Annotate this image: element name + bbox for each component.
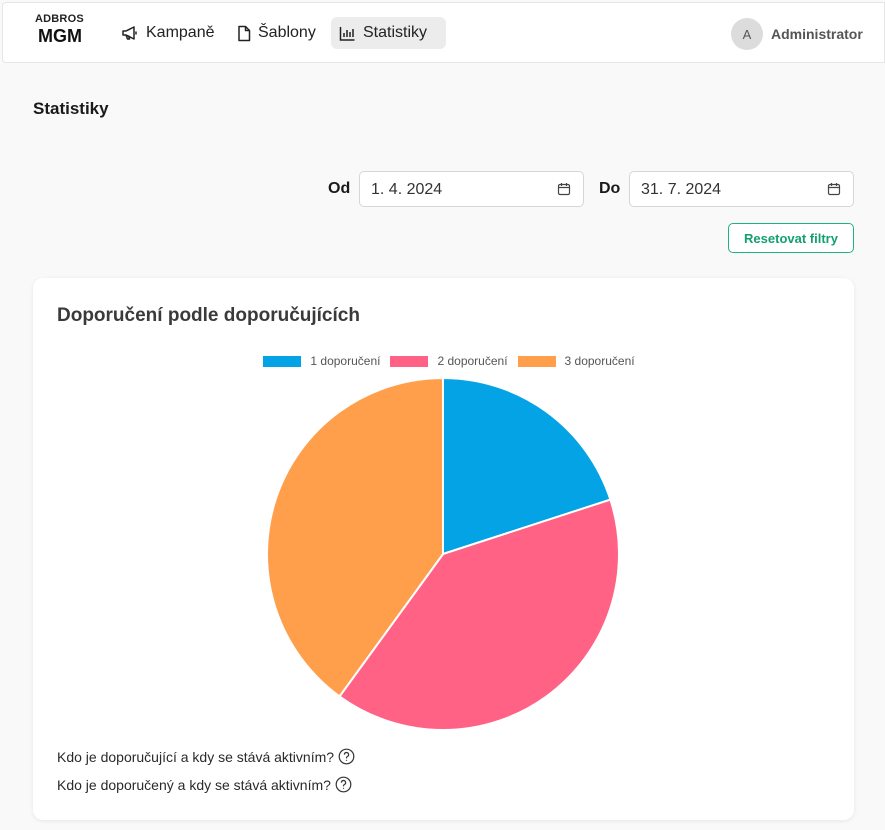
nav-item-sablony[interactable]: Šablony — [229, 17, 324, 49]
calendar-icon[interactable] — [827, 182, 841, 196]
legend-item[interactable]: 3 doporučení — [517, 354, 635, 368]
help-text: Kdo je doporučující a kdy se stává aktiv… — [57, 748, 335, 765]
legend-label: 2 doporučení — [437, 354, 508, 368]
question-circle-icon[interactable] — [338, 748, 355, 765]
to-date-label: Do — [599, 180, 621, 197]
to-date-field[interactable] — [629, 171, 854, 207]
nav-label: Statistiky — [363, 24, 428, 41]
brand-logo[interactable]: ADBROS MGM — [35, 13, 95, 47]
card-title: Doporučení podle doporučujících — [57, 305, 360, 326]
document-icon — [238, 25, 251, 41]
legend-label: 1 doporučení — [310, 354, 381, 368]
reset-filters-button[interactable]: Resetovat filtry — [728, 223, 854, 253]
legend-swatch — [263, 355, 302, 367]
chart-legend: 1 doporučení 2 doporučení 3 doporučení — [33, 354, 854, 368]
to-date-input[interactable] — [641, 180, 811, 200]
help-referred[interactable]: Kdo je doporučený a kdy se stává aktivní… — [57, 776, 352, 793]
nav-label: Kampaně — [146, 24, 215, 41]
pie-slice-1[interactable] — [442, 376, 612, 556]
pie-slice-3[interactable] — [266, 376, 444, 698]
legend-item[interactable]: 1 doporučení — [263, 354, 380, 368]
avatar[interactable]: A — [731, 18, 763, 50]
legend-item[interactable]: 2 doporučení — [390, 354, 508, 368]
legend-swatch — [517, 355, 556, 367]
from-date-field[interactable] — [359, 171, 584, 207]
help-referrer[interactable]: Kdo je doporučující a kdy se stává aktiv… — [57, 748, 355, 765]
legend-label: 3 doporučení — [564, 354, 635, 368]
pie-slice-2[interactable] — [338, 498, 620, 731]
nav-label: Šablony — [258, 24, 316, 41]
question-circle-icon[interactable] — [335, 776, 352, 793]
from-date-input[interactable] — [371, 180, 541, 200]
referrals-chart-card: Doporučení podle doporučujících 1 doporu… — [33, 278, 854, 820]
legend-swatch — [390, 355, 429, 367]
nav-item-kampane[interactable]: Kampaně — [113, 17, 223, 49]
help-text: Kdo je doporučený a kdy se stává aktivní… — [57, 776, 331, 793]
calendar-icon[interactable] — [557, 182, 571, 196]
brand-main-text: MGM — [38, 26, 82, 46]
nav-item-statistiky[interactable]: Statistiky — [331, 17, 446, 49]
brand-top-text: ADBROS — [35, 13, 84, 25]
megaphone-icon — [122, 26, 137, 40]
top-navbar: ADBROS MGM Kampaně Šablony Statistiky — [2, 2, 885, 63]
pie-chart — [266, 376, 620, 731]
from-date-label: Od — [328, 180, 351, 197]
page-title: Statistiky — [33, 99, 109, 118]
user-name[interactable]: Administrator — [771, 26, 863, 42]
bar-chart-icon — [339, 26, 355, 41]
